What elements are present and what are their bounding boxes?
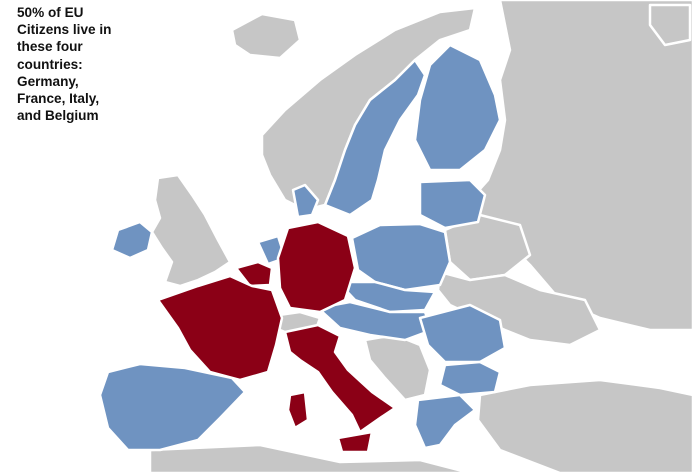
country-czech-slovakia [336, 280, 437, 314]
country-balkans-west [363, 333, 432, 402]
caption-line: these four [17, 39, 83, 55]
country-bulgaria [438, 360, 502, 397]
caption-line: France, Italy, [17, 91, 100, 107]
country-baltics [418, 178, 487, 230]
caption-line: 50% of EU [17, 5, 84, 20]
caption-line: countries: [17, 56, 83, 72]
map-caption: 50% of EU Citizens live in these four co… [17, 4, 147, 124]
country-uk [150, 173, 232, 288]
country-sicily [336, 430, 374, 454]
country-belarus [443, 213, 532, 282]
caption-line: and Belgium [17, 108, 99, 124]
country-ukraine [436, 270, 602, 347]
country-romania [418, 303, 507, 364]
country-italy [283, 323, 397, 434]
country-turkey [476, 378, 693, 473]
country-finland [413, 43, 502, 172]
country-poland [350, 222, 452, 292]
caption-line: Citizens live in [17, 22, 112, 38]
country-sweden [323, 58, 427, 217]
country-iberia [98, 362, 247, 452]
country-north-africa [148, 443, 472, 473]
country-svalbard [648, 3, 692, 47]
country-sardinia [286, 390, 310, 430]
country-germany [276, 220, 357, 314]
caption-line: Germany, [17, 73, 79, 89]
country-ireland [110, 220, 154, 260]
country-denmark [291, 183, 320, 219]
country-france [156, 274, 284, 382]
country-greece [413, 393, 477, 450]
country-iceland [230, 12, 302, 60]
